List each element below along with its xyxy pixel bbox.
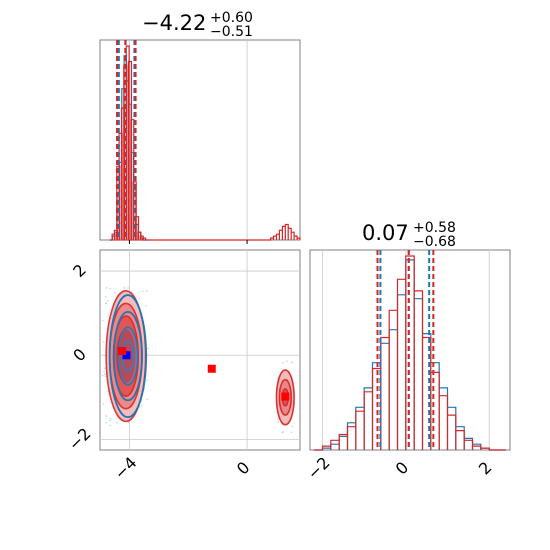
scatter-point [103, 373, 106, 376]
scatter-point [277, 417, 279, 420]
joint-contour-panel [99, 249, 301, 451]
title-y-plus: +0.58 [413, 220, 456, 236]
scatter-point [104, 375, 107, 378]
axes-frame-hx [99, 39, 301, 241]
tick-label-joint-x: −4 [110, 453, 140, 483]
scatter-point [146, 353, 149, 355]
scatter-point [146, 398, 149, 401]
scatter-point [107, 314, 110, 317]
scatter-point [105, 302, 107, 305]
axes-frame-hy [309, 249, 511, 451]
scatter-point [109, 424, 111, 427]
scatter-point [105, 421, 108, 424]
scatter-point [290, 431, 293, 434]
scatter-point [109, 287, 112, 290]
scatter-point [141, 404, 143, 407]
scatter-point [102, 403, 105, 406]
tick-label-joint-x: 0 [233, 458, 254, 479]
scatter-point [101, 374, 104, 377]
marginal-histogram-x [99, 39, 301, 244]
scatter-point [109, 417, 112, 420]
scatter-point [105, 295, 108, 298]
marker-square [118, 347, 127, 356]
scatter-point [145, 305, 147, 307]
scatter-point [106, 390, 109, 393]
tick-label-hist-y: 0 [392, 458, 413, 479]
tick-label-hist-y: 2 [475, 458, 496, 479]
scatter-point [291, 361, 294, 364]
scatter-point [103, 370, 105, 373]
contour-blue-level [108, 294, 148, 419]
scatter-point [282, 431, 285, 433]
scatter-point [102, 341, 105, 344]
scatter-point [138, 297, 141, 300]
scatter-point [291, 425, 294, 428]
scatter-point [109, 419, 112, 422]
scatter-point [127, 287, 129, 289]
scatter-point [103, 367, 106, 370]
contour-blue-level [112, 310, 143, 402]
scatter-point [277, 421, 279, 423]
scatter-point [282, 361, 285, 364]
marker-square [281, 392, 290, 401]
title-x-minus: −0.51 [210, 24, 253, 40]
scatter-point [145, 289, 148, 292]
scatter-point [285, 360, 288, 363]
scatter-point [276, 377, 279, 380]
title-x-plus: +0.60 [210, 10, 253, 26]
tick-label-joint-y: −2 [65, 424, 95, 454]
marker-square [207, 364, 216, 373]
scatter-point [114, 291, 116, 294]
tick-label-joint-y: 0 [69, 345, 90, 366]
histogram-series-blue [314, 259, 506, 451]
title-y-median: 0.07 [362, 221, 409, 245]
scatter-point [105, 415, 108, 417]
title-x-median: −4.22 [142, 11, 206, 35]
tick-label-joint-y: 2 [69, 260, 90, 281]
contour-blue-level [117, 326, 139, 386]
scatter-point [123, 287, 126, 289]
marker-square [122, 351, 131, 360]
scatter-point [147, 347, 150, 350]
scatter-point [146, 379, 149, 382]
scatter-point [141, 290, 144, 292]
scatter-point [101, 319, 104, 322]
histogram-series-red [109, 45, 301, 241]
axes-frame-joint [99, 249, 301, 451]
histogram-series-red [314, 255, 506, 451]
scatter-point [116, 421, 119, 424]
title-y-minus: −0.68 [413, 234, 456, 250]
tick-label-hist-y: −2 [304, 453, 334, 483]
scatter-point [107, 299, 109, 302]
scatter-point [105, 287, 108, 289]
marginal-histogram-y [309, 249, 511, 451]
contour-blue-level [121, 340, 135, 372]
